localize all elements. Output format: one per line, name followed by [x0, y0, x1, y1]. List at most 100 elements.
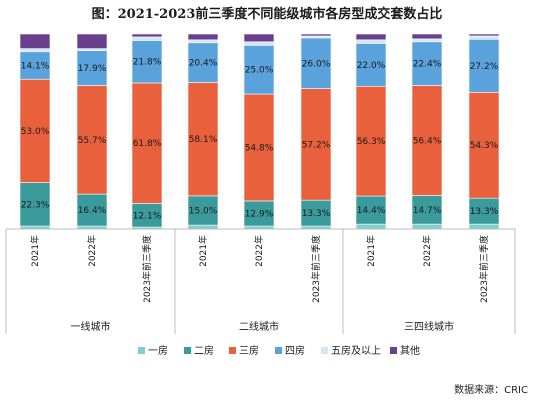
- value-labels-layer: 22.3% 53.0% 14.1% 16.4% 55.7% 17.9% 12.1% 61.8%…: [21, 58, 499, 222]
- legend: 一房 二房 三房 四房 五房及以上 其他: [138, 344, 420, 357]
- legend-label: 一房: [148, 344, 168, 357]
- data-label: 22.4%: [413, 60, 442, 70]
- legend-swatch: [184, 347, 191, 354]
- data-source: 数据来源：CRIC: [454, 385, 528, 396]
- bar-segment-四房-8: [411, 41, 443, 86]
- data-label: 15.0%: [189, 206, 218, 216]
- bar-segment-二房-1: [19, 182, 51, 227]
- legend-swatch: [229, 347, 236, 354]
- bar-segment-二房-7: [355, 195, 387, 225]
- bar-segment-四房-6: [300, 37, 332, 89]
- bar-segment-五房及以上-5: [243, 41, 275, 46]
- bar-segment-其他-8: [411, 33, 443, 40]
- bar-segment-三房-2: [76, 85, 108, 195]
- data-label: 14.4%: [357, 206, 386, 216]
- category-label: 2021年: [365, 235, 377, 267]
- bar-segment-四房-2: [76, 50, 108, 86]
- data-label: 58.1%: [189, 135, 218, 145]
- legend-swatch: [138, 347, 145, 354]
- data-label: 56.3%: [357, 137, 386, 147]
- category-label: 2022年: [421, 235, 433, 267]
- bar-segment-一房-7: [355, 223, 387, 230]
- chart-title: 图：2021-2023前三季度不同能级城市各房型成交套数占比: [91, 7, 443, 22]
- group-label: 一线城市: [71, 320, 111, 333]
- bar-segment-四房-3: [131, 40, 163, 84]
- data-label: 21.8%: [133, 58, 162, 68]
- bar-segment-其他-7: [355, 33, 387, 41]
- legend-label: 三房: [239, 344, 259, 357]
- bar-segment-一房-8: [411, 223, 443, 230]
- bar-segment-二房-4: [187, 195, 219, 226]
- bar-segment-三房-7: [355, 85, 387, 197]
- data-label: 54.3%: [470, 141, 499, 151]
- legend-label: 二房: [194, 344, 214, 357]
- data-label: 13.3%: [302, 209, 331, 219]
- bar-segment-三房-6: [300, 88, 332, 201]
- bar-segment-四房-5: [243, 45, 275, 95]
- data-label: 22.3%: [21, 200, 50, 210]
- category-label: 2023年前三季度: [478, 235, 490, 303]
- bar-segment-二房-6: [300, 199, 332, 227]
- bar-segment-五房及以上-1: [19, 48, 51, 53]
- bar-segment-一房-9: [468, 223, 500, 230]
- bar-segment-其他-5: [243, 33, 275, 43]
- legend-label: 其他: [400, 344, 420, 357]
- bar-segment-三房-3: [131, 82, 163, 204]
- data-label: 20.4%: [189, 59, 218, 69]
- bar-segment-三房-5: [243, 93, 275, 202]
- category-label: 2021年: [29, 235, 41, 267]
- legend-swatch: [390, 347, 397, 354]
- data-label: 26.0%: [302, 59, 331, 69]
- group-label: 二线城市: [239, 320, 279, 333]
- bar-segment-一房-4: [187, 224, 219, 230]
- bar-segment-二房-2: [76, 193, 108, 227]
- data-label: 54.8%: [245, 143, 274, 153]
- bar-segment-五房及以上-3: [131, 36, 163, 41]
- bar-segment-三房-8: [411, 85, 443, 196]
- data-label: 16.4%: [78, 206, 107, 216]
- bar-segment-二房-5: [243, 200, 275, 227]
- legend-swatch: [321, 347, 328, 354]
- bar-segment-其他-9: [468, 33, 500, 37]
- bar-segment-五房及以上-7: [355, 39, 387, 44]
- data-label: 17.9%: [78, 64, 107, 74]
- bar-segment-五房及以上-9: [468, 35, 500, 40]
- data-label: 55.7%: [78, 136, 107, 146]
- bar-segment-其他-6: [300, 33, 332, 37]
- bar-segment-其他-3: [131, 33, 163, 38]
- data-label: 14.1%: [21, 61, 50, 71]
- bar-segment-其他-4: [187, 33, 219, 41]
- bar-segment-五房及以上-8: [411, 38, 443, 43]
- category-label: 2022年: [86, 235, 98, 267]
- bar-segment-三房-9: [468, 92, 500, 199]
- bar-segment-四房-1: [19, 51, 51, 80]
- category-label: 2022年: [253, 235, 265, 267]
- data-label: 61.8%: [133, 139, 162, 149]
- data-label: 56.4%: [413, 136, 442, 146]
- data-label: 22.0%: [357, 61, 386, 71]
- group-label: 三四线城市: [404, 320, 454, 333]
- legend-swatch: [275, 347, 282, 354]
- bars-layer: [19, 33, 500, 230]
- bar-segment-二房-8: [411, 195, 443, 225]
- data-label: 25.0%: [245, 66, 274, 76]
- bar-segment-四房-9: [468, 38, 500, 93]
- data-label: 12.9%: [245, 209, 274, 219]
- category-label: 2023年前三季度: [310, 235, 322, 303]
- category-label: 2023年前三季度: [141, 235, 153, 303]
- bar-segment-其他-2: [76, 33, 108, 49]
- data-label: 27.2%: [470, 62, 499, 72]
- data-label: 14.7%: [413, 206, 442, 216]
- bar-segment-五房及以上-4: [187, 39, 219, 44]
- bar-segment-四房-7: [355, 43, 387, 87]
- data-label: 53.0%: [21, 127, 50, 137]
- data-label: 57.2%: [302, 140, 331, 150]
- data-label: 12.1%: [133, 211, 162, 221]
- bar-segment-三房-4: [187, 82, 219, 197]
- data-label: 13.3%: [470, 207, 499, 217]
- legend-label: 四房: [285, 344, 305, 357]
- legend-label: 五房及以上: [331, 344, 381, 357]
- category-label: 2021年: [197, 235, 209, 267]
- bar-segment-三房-1: [19, 78, 51, 183]
